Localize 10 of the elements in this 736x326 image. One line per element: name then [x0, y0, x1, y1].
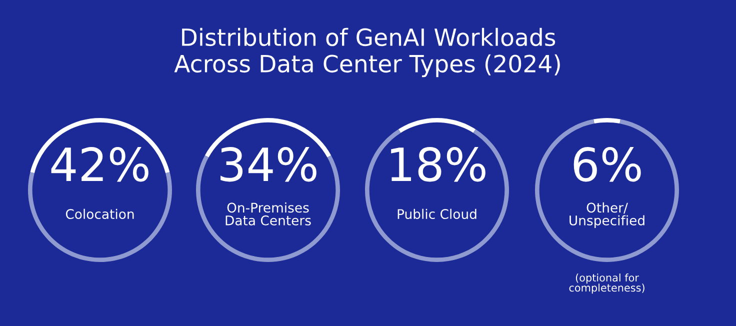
- text: Public Cloud: [398, 208, 476, 220]
- data-label: 34%: [220, 147, 316, 182]
- data-label: 18%: [391, 147, 486, 182]
- text: Distribution of GenAI Workloads Across Data Center Types (2024): [174, 28, 560, 78]
- text: (optional for completeness): [569, 274, 644, 294]
- text: On-Premises Data Centers: [226, 202, 311, 226]
- data-label: 6%: [574, 147, 641, 182]
- text: Colocation: [66, 208, 134, 220]
- data-label: 42%: [51, 147, 148, 182]
- text: Other/ Unspecified: [570, 202, 644, 228]
